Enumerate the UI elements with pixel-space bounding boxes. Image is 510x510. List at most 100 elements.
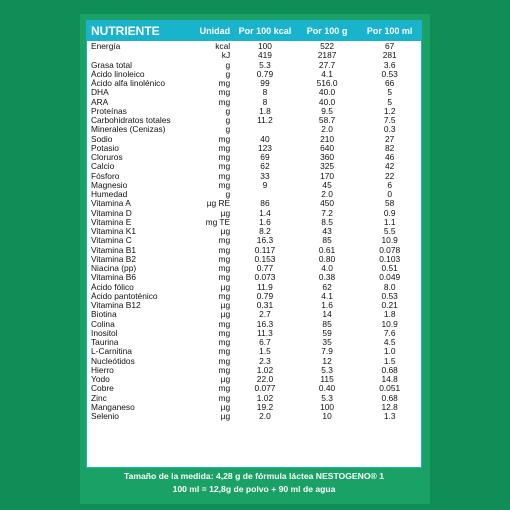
- value-per-100-ml: 42: [385, 161, 395, 172]
- value-per-100-kcal: 1.5: [259, 346, 271, 357]
- nutrient-name: Zinc: [91, 393, 107, 403]
- value-per-100-kcal: 69: [260, 152, 270, 162]
- value-per-100-ml: 5: [387, 96, 393, 107]
- value-per-100-g: 40.0: [318, 87, 336, 98]
- value-per-100-kcal: 22.0: [256, 374, 274, 384]
- value-per-100-g: 12: [322, 355, 332, 366]
- table-row: Vitamina D µg 1.4 7.2 0.9: [87, 207, 421, 218]
- value-per-100-g: 5.3: [321, 392, 333, 403]
- serving-size-line: Tamaño de la medida: 4,28 g de fórmula l…: [123, 471, 385, 481]
- nutrient-unit: µg: [220, 401, 231, 412]
- nutrient-name: Potasio: [91, 143, 119, 153]
- table-row: Taurina mg 6.7 35 4.5: [87, 337, 421, 347]
- nutrient-unit: µg: [220, 226, 231, 236]
- value-per-100-ml: 67: [385, 41, 395, 51]
- table-row: Niacina (pp) mg 0.77 4.0 0.51: [87, 263, 421, 273]
- value-per-100-kcal: 86: [260, 198, 270, 209]
- nutrient-name: Fósforo: [91, 171, 120, 181]
- value-per-100-ml: 0.049: [379, 272, 401, 283]
- value-per-100-g: 7.2: [321, 207, 333, 218]
- value-per-100-kcal: 0.79: [256, 68, 274, 79]
- value-per-100-ml: 1.5: [383, 355, 396, 366]
- nutrient-name: Grasa total: [91, 60, 132, 70]
- value-per-100-g: 59: [322, 327, 332, 338]
- nutrient-name: Inositol: [91, 328, 118, 338]
- value-per-100-kcal: 1.02: [256, 364, 274, 375]
- nutrient-name: ARA: [91, 97, 109, 107]
- value-per-100-ml: 58: [385, 198, 395, 209]
- value-per-100-g: 4.1: [321, 290, 333, 301]
- nutrient-unit: µg: [220, 411, 231, 421]
- table-row: Ácido alfa linolénico mg 99 516.0 66: [87, 78, 421, 88]
- table-row: Vitamina E mg TE 1.6 8.5 1.1: [87, 217, 421, 227]
- value-per-100-ml: 7.5: [383, 115, 396, 125]
- nutrient-name: Niacina (pp): [91, 264, 137, 273]
- value-per-100-ml: 8.0: [383, 281, 396, 292]
- value-per-100-kcal: 5.3: [259, 59, 271, 70]
- nutrient-unit: mg: [218, 152, 231, 162]
- table-row: Vitamina B1 mg 0.117 0.61 0.078: [87, 244, 421, 255]
- value-per-100-ml: 1.0: [383, 346, 396, 357]
- serving-note: Tamaño de la medida: 4,28 g de fórmula l…: [86, 470, 422, 500]
- value-per-100-kcal: 1.02: [256, 392, 274, 403]
- value-per-100-ml: 0.53: [381, 68, 398, 79]
- nutrient-name: Vitamina E: [91, 217, 132, 227]
- value-per-100-g: 522: [320, 41, 335, 51]
- value-per-100-g: 640: [320, 142, 335, 153]
- table-row: Energía kcal 100 522 67: [87, 41, 421, 51]
- header-por-100-kcal: Por 100 kcal: [238, 26, 292, 36]
- value-per-100-kcal: 0.117: [254, 244, 276, 255]
- value-per-100-ml: 5: [387, 87, 393, 98]
- value-per-100-ml: 0.051: [379, 383, 401, 394]
- nutrient-unit: mg: [218, 161, 231, 172]
- value-per-100-g: 2187: [317, 50, 337, 61]
- table-row: Sodio mg 40 210 27: [87, 133, 421, 144]
- value-per-100-kcal: 0.77: [256, 263, 274, 273]
- value-per-100-g: 170: [320, 170, 335, 181]
- table-row: kJ 419 2187 281: [87, 50, 421, 61]
- value-per-100-ml: 0.51: [381, 263, 398, 273]
- value-per-100-ml: 0.21: [381, 300, 398, 310]
- value-per-100-g: 210: [320, 133, 335, 144]
- value-per-100-ml: 22: [385, 170, 395, 181]
- value-per-100-kcal: 0.31: [256, 300, 274, 310]
- value-per-100-kcal: 2.7: [259, 309, 271, 320]
- value-per-100-kcal: 8: [262, 87, 268, 98]
- value-per-100-kcal: 2.0: [259, 411, 271, 421]
- nutrient-unit: µg: [220, 207, 231, 218]
- table-row: Carbohidratos totales g 11.2 58.7 7.5: [87, 115, 421, 125]
- value-per-100-g: 43: [322, 226, 332, 236]
- nutrient-name: DHA: [91, 88, 109, 98]
- value-per-100-kcal: 9: [262, 179, 268, 190]
- nutrient-name: L-Carnitina: [91, 347, 132, 357]
- nutrient-name: Nucleótidos: [91, 356, 135, 366]
- value-per-100-kcal: 123: [257, 142, 272, 153]
- table-row: Inositol mg 11.3 59 7.6: [87, 327, 421, 338]
- value-per-100-ml: 10.9: [381, 318, 398, 329]
- nutrient-unit: mg: [218, 96, 231, 107]
- nutrient-name: Calcio: [91, 162, 115, 172]
- header-por-100-ml: Por 100 ml: [366, 26, 413, 36]
- value-per-100-g: 0.40: [318, 383, 336, 394]
- value-per-100-kcal: 1.8: [259, 105, 271, 116]
- table-row: Potasio mg 123 640 82: [87, 142, 421, 153]
- nutrient-unit: mg: [218, 78, 231, 88]
- table-row: DHA mg 8 40.0 5: [87, 87, 421, 98]
- nutrient-name: Vitamina C: [91, 236, 132, 246]
- value-per-100-kcal: 0.077: [254, 383, 276, 394]
- nutrient-unit: µg RE: [206, 198, 231, 209]
- value-per-100-kcal: 8: [262, 96, 268, 107]
- nutrient-unit: mg: [218, 142, 231, 153]
- table-row: Biotina µg 2.7 14 1.8: [87, 309, 421, 320]
- value-per-100-ml: 5.5: [383, 226, 396, 236]
- nutrient-unit: mg: [218, 364, 231, 375]
- nutrient-name: Ácido alfa linolénico: [91, 79, 166, 88]
- table-row: Yodo µg 22.0 115 14.8: [87, 374, 421, 384]
- nutrient-name: Carbohidratos totales: [91, 116, 171, 125]
- table-row: Ácido pantoténico mg 0.79 4.1 0.53: [87, 290, 421, 301]
- nutrient-unit: mg: [218, 87, 231, 98]
- nutrient-unit: mg: [218, 392, 231, 403]
- nutrient-unit: µg: [220, 300, 231, 310]
- nutrient-name: Ácido fólico: [91, 282, 134, 292]
- value-per-100-ml: 0.3: [383, 124, 396, 135]
